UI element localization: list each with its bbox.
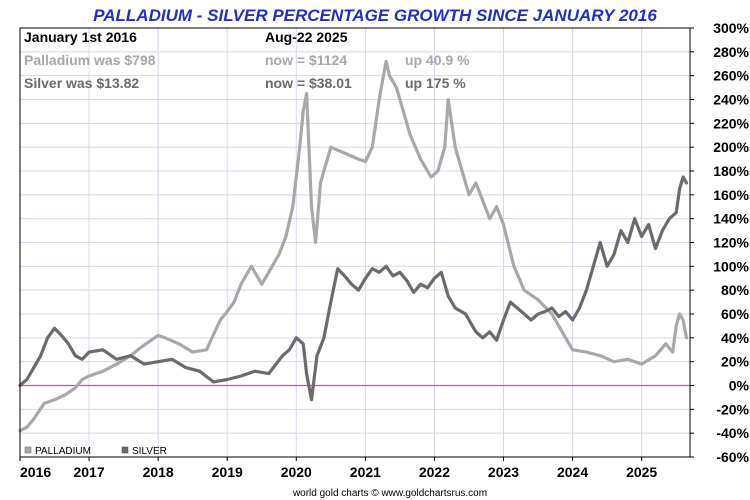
- x-tick-label: 2017: [73, 464, 104, 480]
- y-tick-label: 60%: [721, 306, 750, 322]
- y-tick-label: 140%: [713, 211, 749, 227]
- legend: PALLADIUM SILVER: [24, 446, 167, 457]
- legend-label-silver: SILVER: [132, 446, 167, 457]
- x-tick-label: 2020: [281, 464, 312, 480]
- legend-swatch-palladium: [24, 446, 32, 454]
- silver-up-label: up 175 %: [405, 75, 466, 91]
- footer-credit: world gold charts © www.goldchartsrus.co…: [292, 488, 487, 499]
- y-axis-ticks: 300% 280% 260% 240% 220% 200% 180% 160% 140% 120%…: [690, 20, 750, 465]
- y-tick-label: 240%: [713, 92, 749, 108]
- y-tick-label: 280%: [713, 44, 749, 60]
- y-tick-label: 200%: [713, 139, 749, 155]
- x-tick-label: 2024: [557, 464, 588, 480]
- end-date-label: Aug-22 2025: [265, 29, 348, 45]
- x-tick-label: 2023: [488, 464, 519, 480]
- y-tick-label: 300%: [713, 20, 749, 36]
- y-tick-label: -60%: [716, 449, 749, 465]
- palladium-up-label: up 40.9 %: [405, 52, 470, 68]
- chart-title: PALLADIUM - SILVER PERCENTAGE GROWTH SIN…: [93, 6, 657, 25]
- palladium-now-label: now = $1124: [265, 52, 347, 68]
- y-tick-label: 160%: [713, 187, 749, 203]
- y-tick-label: 260%: [713, 68, 749, 84]
- x-tick-label: 2022: [419, 464, 450, 480]
- x-tick-label: 2019: [212, 464, 243, 480]
- y-tick-label: -20%: [716, 401, 749, 417]
- y-tick-label: 40%: [721, 330, 750, 346]
- legend-swatch-silver: [121, 446, 129, 454]
- x-tick-label: 2021: [350, 464, 381, 480]
- y-tick-label: 180%: [713, 163, 749, 179]
- y-tick-label: -40%: [716, 425, 749, 441]
- legend-label-palladium: PALLADIUM: [35, 446, 91, 457]
- y-tick-label: 120%: [713, 235, 749, 251]
- series-line-palladium: [18, 59, 689, 433]
- silver-was-label: Silver was $13.82: [24, 75, 139, 91]
- silver-now-label: now = $38.01: [265, 75, 352, 91]
- x-tick-label: 2016: [20, 464, 51, 480]
- x-tick-label: 2025: [626, 464, 657, 480]
- y-tick-label: 0%: [729, 378, 750, 394]
- y-tick-label: 220%: [713, 115, 749, 131]
- y-tick-label: 100%: [713, 258, 749, 274]
- x-tick-label: 2018: [143, 464, 174, 480]
- series-line-silver: [18, 175, 689, 402]
- y-tick-label: 80%: [721, 282, 750, 298]
- start-date-label: January 1st 2016: [24, 29, 137, 45]
- palladium-was-label: Palladium was $798: [24, 52, 156, 68]
- x-axis-ticks: 2016 2017 2018 2019 2020 2021 2022 2023 2024 2025: [19, 457, 657, 480]
- y-tick-label: 20%: [721, 354, 750, 370]
- series-layer: [18, 59, 689, 433]
